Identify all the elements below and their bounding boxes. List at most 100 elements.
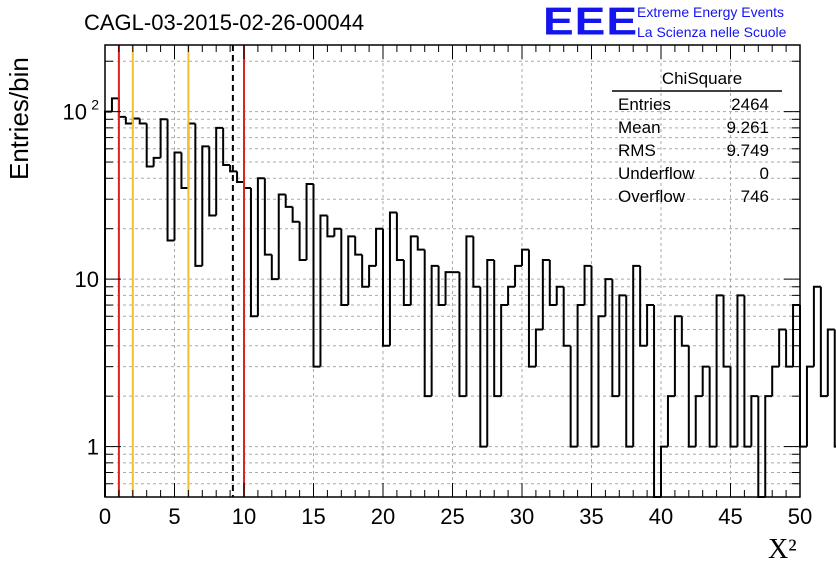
logo-line-2: La Scienza nelle Scuole (637, 24, 787, 40)
stats-value: 9.749 (726, 141, 769, 160)
histogram-bin (173, 151, 182, 241)
histogram-bin (590, 265, 599, 448)
histogram-bin (249, 187, 258, 318)
histogram-bin (159, 118, 168, 158)
x-axis-label: X² (768, 534, 797, 566)
histogram-bin (291, 206, 300, 223)
histogram-bin (340, 228, 349, 307)
histogram-bin (771, 365, 780, 397)
logo-line-1: Extreme Energy Events (637, 4, 785, 20)
histogram-bin (701, 365, 710, 397)
histogram-bin (368, 264, 377, 287)
histogram-bin (215, 126, 224, 216)
histogram-bin (493, 260, 502, 398)
histogram-bin (597, 315, 606, 447)
stats-value: 2464 (731, 95, 769, 114)
histogram-bin (284, 194, 293, 208)
x-tick-label: 5 (168, 504, 180, 529)
histogram-bin (562, 286, 571, 347)
histogram-bin (618, 294, 627, 397)
x-tick-label: 10 (232, 504, 256, 529)
histogram-bin (166, 119, 175, 242)
x-tick-label: 20 (371, 504, 395, 529)
histogram-bin (604, 278, 613, 317)
histogram-bin (680, 316, 689, 347)
histogram-bin (382, 228, 390, 347)
histogram-bin (694, 395, 703, 447)
y-tick-label: 10 (63, 100, 87, 125)
histogram-bin (243, 182, 251, 189)
histogram-bin (521, 248, 529, 266)
histogram-bin (131, 117, 140, 124)
y-tick-exponent: 2 (91, 97, 99, 113)
histogram-bin (194, 123, 203, 267)
histogram-bin (117, 98, 126, 118)
stats-label: Overflow (618, 187, 686, 206)
histogram-bin (409, 235, 418, 306)
x-tick-label: 0 (99, 504, 111, 529)
histogram-bin (347, 235, 356, 306)
histogram-bin (785, 329, 794, 368)
histogram-bin (110, 97, 119, 112)
x-tick-label: 45 (718, 504, 742, 529)
histogram-bin (270, 254, 279, 281)
histogram-bin (736, 294, 745, 447)
histogram-bin (319, 214, 328, 367)
histogram-bin (201, 145, 210, 266)
histogram-bin (402, 260, 411, 307)
histogram-bin (792, 304, 800, 367)
histogram-bin (805, 365, 814, 447)
histogram-bin (256, 177, 265, 317)
histogram-bin (298, 221, 307, 262)
histogram-bin (326, 215, 335, 238)
histogram-bin (548, 260, 557, 307)
histogram-bin (305, 182, 314, 261)
histogram-bin (472, 236, 481, 288)
histogram-bin (812, 285, 821, 367)
histogram-bin (750, 395, 759, 447)
histogram-bin (222, 127, 231, 167)
histogram-bin (660, 445, 668, 497)
histogram-bin (541, 259, 550, 330)
histogram-bin (145, 123, 154, 168)
histogram-bin (653, 305, 661, 498)
histogram-bin (576, 304, 585, 447)
histogram-bin (437, 265, 446, 307)
stats-value: 746 (741, 187, 769, 206)
histogram-bin (152, 156, 161, 167)
histogram-bin (277, 193, 286, 280)
histogram-bin (639, 265, 648, 347)
stats-label: RMS (618, 141, 656, 160)
histogram-bin (263, 178, 272, 256)
histogram-bin (743, 295, 752, 448)
histogram-bin (416, 236, 425, 251)
stats-label: Underflow (618, 164, 695, 183)
histogram-bin (625, 295, 634, 448)
x-tick-label: 40 (649, 504, 673, 529)
histogram-bin (312, 183, 321, 368)
histogram-bin (514, 264, 522, 287)
histogram-bin (124, 116, 133, 125)
histogram-bin (236, 171, 244, 184)
histogram-bin (430, 264, 439, 397)
histogram-bin (729, 366, 738, 448)
x-tick-label: 15 (301, 504, 325, 529)
histogram-bin (479, 286, 488, 448)
eee-logo: EEE (543, 0, 639, 44)
stats-label: Mean (618, 118, 661, 137)
histogram-bin (722, 295, 731, 368)
histogram-bin (104, 110, 112, 497)
x-tick-label: 50 (788, 504, 812, 529)
histogram-bin (486, 259, 495, 447)
stats-value: 9.261 (726, 118, 769, 137)
x-tick-label: 25 (440, 504, 464, 529)
x-axis-label-text: X² (768, 534, 797, 565)
histogram-bin (611, 279, 620, 398)
stats-value: 0 (760, 164, 769, 183)
histogram-bin (507, 285, 516, 306)
x-tick-label: 35 (579, 504, 603, 529)
histogram-bin (715, 294, 724, 447)
histogram-bin (354, 236, 363, 256)
histogram-bin (138, 118, 147, 125)
